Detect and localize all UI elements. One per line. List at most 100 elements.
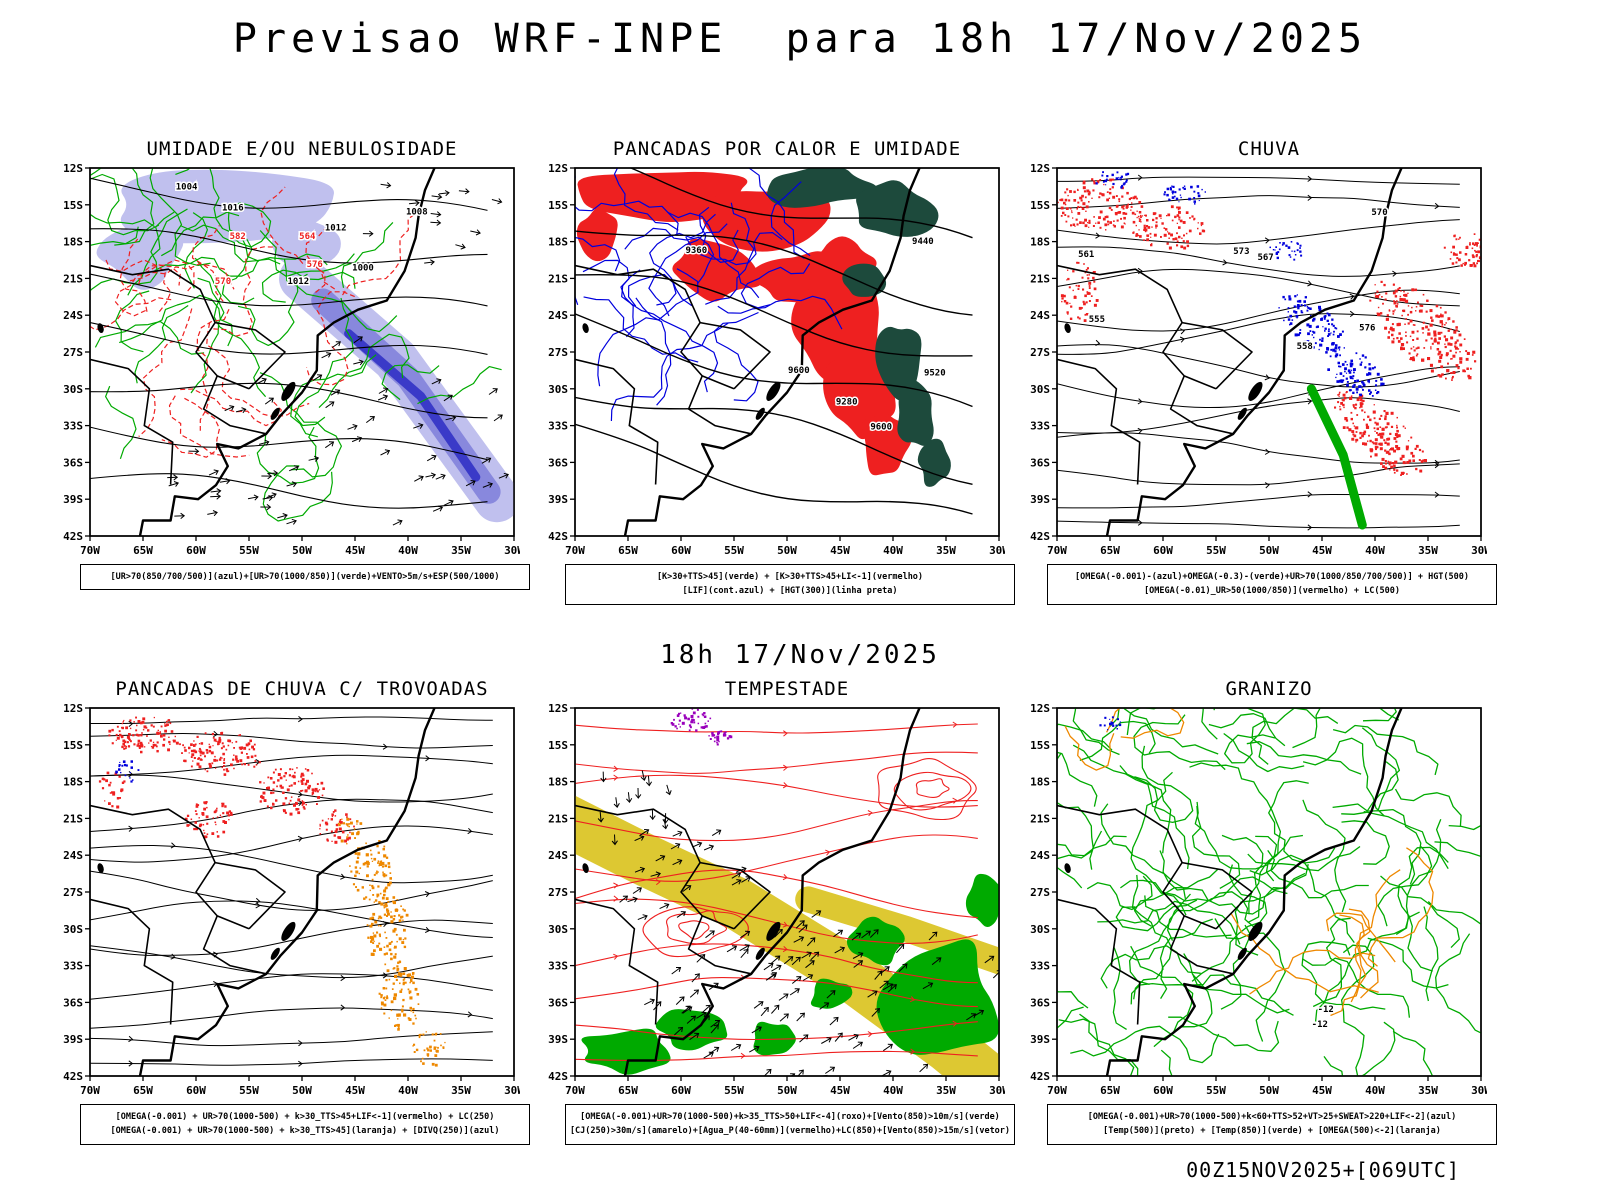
lat-label: 24S [63,309,83,322]
lat-label: 12S [548,704,568,715]
contour-labels: 1008 1012 1016 1004 1000 1012 576 570 564 582 [174,181,429,289]
lon-label: 70W [1047,544,1067,557]
lat-label: 18S [63,236,83,249]
coastline-borders [90,708,436,1076]
contour-label: 567 [1257,253,1273,263]
lon-label: 45W [1312,1084,1332,1097]
lon-label: 55W [239,1084,259,1097]
lat-label: 30S [63,383,83,396]
coastline-borders [575,708,921,1076]
lat-label: 30S [1030,383,1050,396]
lon-label: 45W [345,1084,365,1097]
lat-label: 33S [63,960,83,973]
run-timestamp: 00Z15NOV2025+[069UTC] [1186,1158,1460,1182]
caption-line: [OMEGA(-0.001)-(azul)+OMEGA(-0.3)-(verde… [1074,572,1470,582]
lon-label: 45W [830,1084,850,1097]
lat-label: 30S [548,383,568,396]
contour-labels: 576 573 570 567 561 558 555 [1077,207,1390,354]
lat-label: 36S [1030,456,1050,469]
lat-label: 27S [548,346,568,359]
lat-label: 39S [63,1033,83,1046]
lat-label: 27S [63,886,83,899]
contour-label: 564 [299,232,316,242]
forecast-panel-umidade: UMIDADE E/OU NEBULOSIDADE 12S 15S 18S 21S 24… [50,138,530,591]
lat-label: 42S [548,530,568,543]
map-layers [1057,708,1481,1076]
lat-label: 39S [548,1033,568,1046]
lat-label: 24S [1030,849,1050,862]
contour-labels: 9600 9520 9440 9360 9280 9600 [684,236,947,434]
contour-label: 1004 [176,183,198,193]
lat-label: 36S [63,996,83,1009]
lat-label: 42S [63,1070,83,1083]
contour-label: 576 [1359,324,1375,334]
contour-label: 1016 [222,204,244,214]
lat-label: 39S [1030,1033,1050,1046]
lat-label: 15S [548,739,568,752]
contour-label: 1008 [406,208,428,218]
caption-line: [OMEGA(-0.001)+UR>70(1000-500)+k>35_TTS>… [580,1112,1000,1122]
lon-label: 65W [133,1084,153,1097]
lon-label: 40W [398,544,418,557]
forecast-panel-granizo: GRANIZO 12S 15S 18S 21S 24S 27S 30S 33S 36S 39S 42… [1017,678,1497,1145]
lon-label: 65W [618,544,638,557]
lat-label: 42S [548,1070,568,1083]
lat-label: 21S [1030,272,1050,285]
contour-label: 555 [1089,315,1105,325]
lat-label: 15S [63,739,83,752]
lon-label: 45W [1312,544,1332,557]
lat-label: 12S [63,704,83,715]
contour-label: 1012 [325,223,347,233]
lon-label: 55W [239,544,259,557]
contour-label: 561 [1078,250,1094,260]
lon-label: 40W [1365,1084,1385,1097]
lon-label: 50W [1259,544,1279,557]
lon-label: 50W [777,544,797,557]
lon-label: 70W [565,544,585,557]
lat-label: 15S [1030,199,1050,212]
lat-label: 42S [63,530,83,543]
lon-label: 30W [989,544,1005,557]
lat-label: 24S [1030,309,1050,322]
lon-label: 40W [398,1084,418,1097]
lon-label: 70W [80,544,100,557]
lat-label: 42S [1030,530,1050,543]
panel-title: CHUVA [1237,138,1301,160]
contour-label: 573 [1233,247,1249,257]
forecast-panel-tempestade: TEMPESTADE 12S 15S 18S 21S 24S 27S 30S 33S 36S 39… [535,678,1015,1145]
caption-box: [OMEGA(-0.001)+UR>70(1000-500)+k>35_TTS>… [565,1104,1015,1145]
lat-label: 33S [548,420,568,433]
lat-label: 12S [1030,164,1050,175]
caption-box: [OMEGA(-0.001)+UR>70(1000-500)+k<60+TTS>… [1047,1104,1497,1145]
lat-label: 36S [548,996,568,1009]
caption-box: [K>30+TTS>45](verde) + [K>30+TTS>45+LI<-… [565,564,1015,605]
lon-label: 40W [1365,544,1385,557]
lon-label: 35W [451,544,471,557]
caption-line: [OMEGA(-0.01)_UR>50(1000/850)](vermelho)… [1144,586,1400,597]
lon-label: 55W [1206,544,1226,557]
caption-line: [OMEGA(-0.001) + UR>70(1000-500) + k>30_… [115,1112,495,1122]
lat-label: 15S [63,199,83,212]
lon-label: 50W [292,1084,312,1097]
contour-label: 9520 [924,369,946,379]
lat-label: 39S [63,493,83,506]
lon-label: 60W [1153,1084,1173,1097]
lat-label: 24S [548,849,568,862]
lon-label: 65W [1100,544,1120,557]
lat-label: 27S [1030,886,1050,899]
caption-box: [OMEGA(-0.001)-(azul)+OMEGA(-0.3)-(verde… [1047,564,1497,605]
lon-label: 65W [133,544,153,557]
lat-label: 27S [63,346,83,359]
lon-label: 55W [1206,1084,1226,1097]
lat-label: 30S [63,923,83,936]
map-layers [90,716,493,1067]
lat-label: 18S [548,236,568,249]
contour-label: 570 [1371,208,1387,218]
contour-label: 9280 [836,398,858,408]
lat-label: 24S [548,309,568,322]
